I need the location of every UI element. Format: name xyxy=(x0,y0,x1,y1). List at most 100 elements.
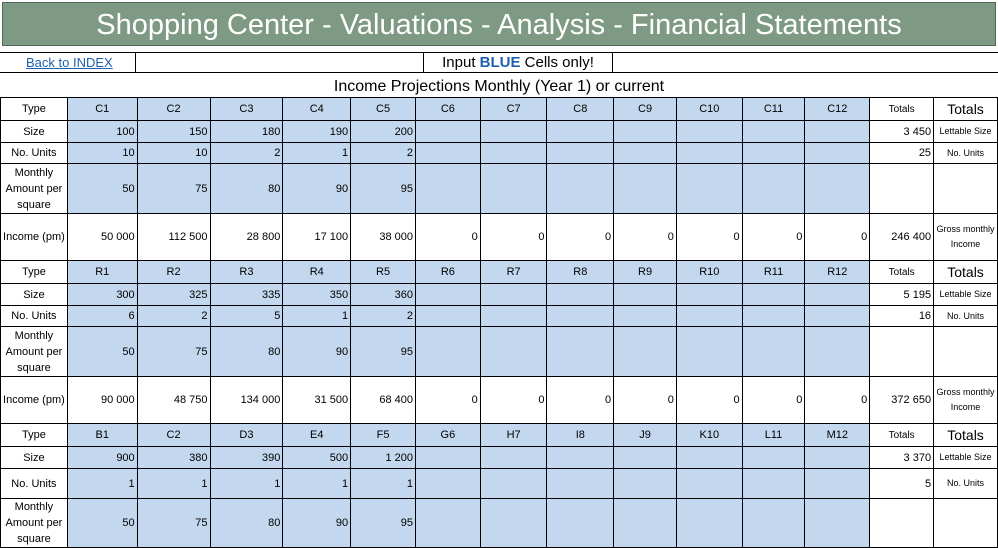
input-cell-monthly[interactable] xyxy=(804,163,871,214)
input-cell-units[interactable] xyxy=(675,142,743,164)
input-cell-units[interactable]: 1 xyxy=(350,468,416,499)
input-cell-monthly[interactable] xyxy=(613,498,677,548)
input-cell-monthly[interactable]: 75 xyxy=(136,163,211,214)
input-cell-monthly[interactable]: 50 xyxy=(66,498,138,548)
input-cell-size[interactable]: 500 xyxy=(282,446,352,469)
input-cell-size[interactable] xyxy=(741,283,806,306)
input-cell-size[interactable]: 325 xyxy=(136,283,211,306)
input-cell-size[interactable] xyxy=(675,283,743,306)
input-cell-units[interactable]: 1 xyxy=(282,468,352,499)
input-cell-size[interactable] xyxy=(613,283,677,306)
input-cell-units[interactable] xyxy=(479,305,548,327)
input-cell-monthly[interactable]: 80 xyxy=(209,326,284,377)
input-cell-monthly[interactable]: 50 xyxy=(66,326,138,377)
input-cell-size[interactable]: 380 xyxy=(136,446,211,469)
input-cell-units[interactable] xyxy=(804,468,871,499)
input-cell-size[interactable]: 190 xyxy=(282,120,352,143)
input-cell-units[interactable]: 1 xyxy=(136,468,211,499)
input-cell-units[interactable] xyxy=(613,142,677,164)
input-cell-monthly[interactable]: 95 xyxy=(350,326,416,377)
input-cell-size[interactable] xyxy=(613,120,677,143)
input-cell-monthly[interactable] xyxy=(613,163,677,214)
input-cell-monthly[interactable]: 75 xyxy=(136,498,211,548)
input-cell-monthly[interactable] xyxy=(415,498,481,548)
input-cell-size[interactable]: 180 xyxy=(209,120,284,143)
input-cell-units[interactable] xyxy=(415,305,481,327)
input-cell-monthly[interactable]: 75 xyxy=(136,326,211,377)
input-cell-monthly[interactable]: 90 xyxy=(282,498,352,548)
input-cell-units[interactable]: 1 xyxy=(282,305,352,327)
input-cell-units[interactable]: 6 xyxy=(66,305,138,327)
input-cell-monthly[interactable]: 95 xyxy=(350,163,416,214)
input-cell-size[interactable]: 300 xyxy=(66,283,138,306)
input-cell-monthly[interactable] xyxy=(479,163,548,214)
input-cell-size[interactable] xyxy=(741,120,806,143)
input-cell-size[interactable] xyxy=(546,446,615,469)
input-cell-size[interactable]: 900 xyxy=(66,446,138,469)
input-cell-units[interactable] xyxy=(546,142,615,164)
input-cell-size[interactable] xyxy=(415,446,481,469)
input-cell-size[interactable] xyxy=(546,283,615,306)
input-cell-monthly[interactable]: 80 xyxy=(209,163,284,214)
input-cell-size[interactable] xyxy=(675,446,743,469)
input-cell-monthly[interactable] xyxy=(479,326,548,377)
input-cell-size[interactable] xyxy=(479,120,548,143)
input-cell-size[interactable] xyxy=(804,446,871,469)
input-cell-size[interactable]: 335 xyxy=(209,283,284,306)
input-cell-units[interactable]: 1 xyxy=(209,468,284,499)
input-cell-monthly[interactable]: 50 xyxy=(66,163,138,214)
input-cell-units[interactable]: 2 xyxy=(136,305,211,327)
input-cell-monthly[interactable]: 80 xyxy=(209,498,284,548)
input-cell-units[interactable] xyxy=(415,142,481,164)
input-cell-size[interactable] xyxy=(415,283,481,306)
input-cell-size[interactable] xyxy=(804,283,871,306)
input-cell-size[interactable] xyxy=(479,283,548,306)
input-cell-units[interactable]: 5 xyxy=(209,305,284,327)
input-cell-size[interactable] xyxy=(741,446,806,469)
input-cell-units[interactable]: 10 xyxy=(136,142,211,164)
input-cell-monthly[interactable] xyxy=(741,498,806,548)
input-cell-units[interactable] xyxy=(546,468,615,499)
input-cell-units[interactable] xyxy=(415,468,481,499)
input-cell-size[interactable]: 390 xyxy=(209,446,284,469)
input-cell-monthly[interactable] xyxy=(479,498,548,548)
input-cell-size[interactable]: 350 xyxy=(282,283,352,306)
input-cell-monthly[interactable] xyxy=(546,326,615,377)
input-cell-units[interactable]: 2 xyxy=(350,142,416,164)
input-cell-units[interactable]: 2 xyxy=(209,142,284,164)
input-cell-size[interactable] xyxy=(479,446,548,469)
input-cell-units[interactable] xyxy=(675,305,743,327)
input-cell-monthly[interactable] xyxy=(741,163,806,214)
input-cell-units[interactable] xyxy=(741,468,806,499)
input-cell-monthly[interactable] xyxy=(675,498,743,548)
input-cell-monthly[interactable] xyxy=(675,163,743,214)
input-cell-units[interactable]: 2 xyxy=(350,305,416,327)
input-cell-units[interactable] xyxy=(804,305,871,327)
input-cell-monthly[interactable]: 90 xyxy=(282,326,352,377)
input-cell-size[interactable]: 1 200 xyxy=(350,446,416,469)
input-cell-units[interactable] xyxy=(675,468,743,499)
input-cell-units[interactable] xyxy=(613,468,677,499)
input-cell-size[interactable]: 360 xyxy=(350,283,416,306)
input-cell-size[interactable]: 150 xyxy=(136,120,211,143)
input-cell-size[interactable] xyxy=(415,120,481,143)
input-cell-monthly[interactable] xyxy=(415,163,481,214)
input-cell-size[interactable] xyxy=(675,120,743,143)
input-cell-units[interactable] xyxy=(741,305,806,327)
input-cell-size[interactable] xyxy=(804,120,871,143)
input-cell-units[interactable]: 1 xyxy=(66,468,138,499)
input-cell-monthly[interactable] xyxy=(741,326,806,377)
input-cell-size[interactable]: 100 xyxy=(66,120,138,143)
input-cell-monthly[interactable] xyxy=(546,498,615,548)
input-cell-monthly[interactable] xyxy=(415,326,481,377)
input-cell-units[interactable] xyxy=(479,142,548,164)
input-cell-monthly[interactable] xyxy=(804,498,871,548)
input-cell-size[interactable] xyxy=(613,446,677,469)
input-cell-monthly[interactable] xyxy=(613,326,677,377)
input-cell-units[interactable]: 10 xyxy=(66,142,138,164)
input-cell-monthly[interactable]: 95 xyxy=(350,498,416,548)
back-to-index-link[interactable]: Back to INDEX xyxy=(0,52,136,73)
input-cell-monthly[interactable]: 90 xyxy=(282,163,352,214)
input-cell-monthly[interactable] xyxy=(546,163,615,214)
input-cell-units[interactable] xyxy=(546,305,615,327)
